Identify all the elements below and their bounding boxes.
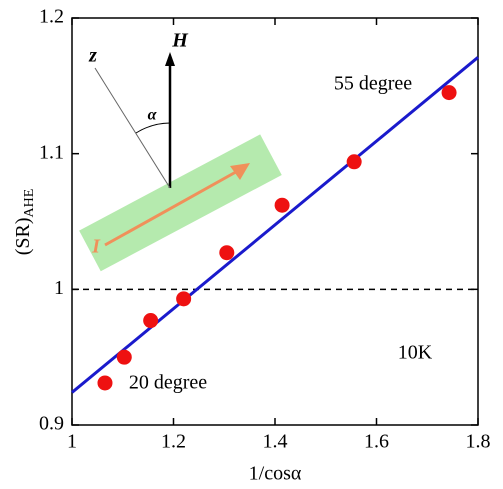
data-point [97,375,113,391]
data-point [346,154,362,170]
field-arrowhead [165,52,175,66]
fit-line [71,56,479,394]
x-tick-label: 1.6 [364,431,389,453]
data-point [219,245,235,261]
data-point [176,291,192,307]
x-axis-label: 1/cosα [249,463,302,485]
y-axis-label-sub: AHE [22,189,37,218]
annotation: 10K [398,342,433,364]
current-arrowhead [230,163,250,180]
data-point [441,85,457,101]
y-tick-label: 1.1 [39,141,64,163]
annotation: 20 degree [129,372,207,394]
data-point [116,349,132,365]
data-point [143,313,159,329]
annotation: 55 degree [334,73,412,95]
angle-arc [135,122,171,134]
x-tick-label: 1.4 [263,431,288,453]
y-tick-label: 0.9 [39,413,64,435]
y-axis-label-main: (SR) [12,217,34,255]
current-arrow [104,166,244,247]
x-tick-label: 1.8 [466,431,491,453]
inset: H z α I [79,30,282,272]
x-tick-label: 1 [67,431,77,453]
z-axis [94,67,171,189]
h-label: H [171,30,189,52]
x-tick-label: 1.2 [161,431,186,453]
current-label: I [91,236,101,258]
data-point [274,197,290,213]
z-label: z [88,45,97,67]
y-axis-label: (SR)AHE [12,189,38,256]
y-tick-label: 1.2 [39,6,64,28]
y-tick-label: 1 [54,277,64,299]
alpha-label: α [148,107,158,124]
